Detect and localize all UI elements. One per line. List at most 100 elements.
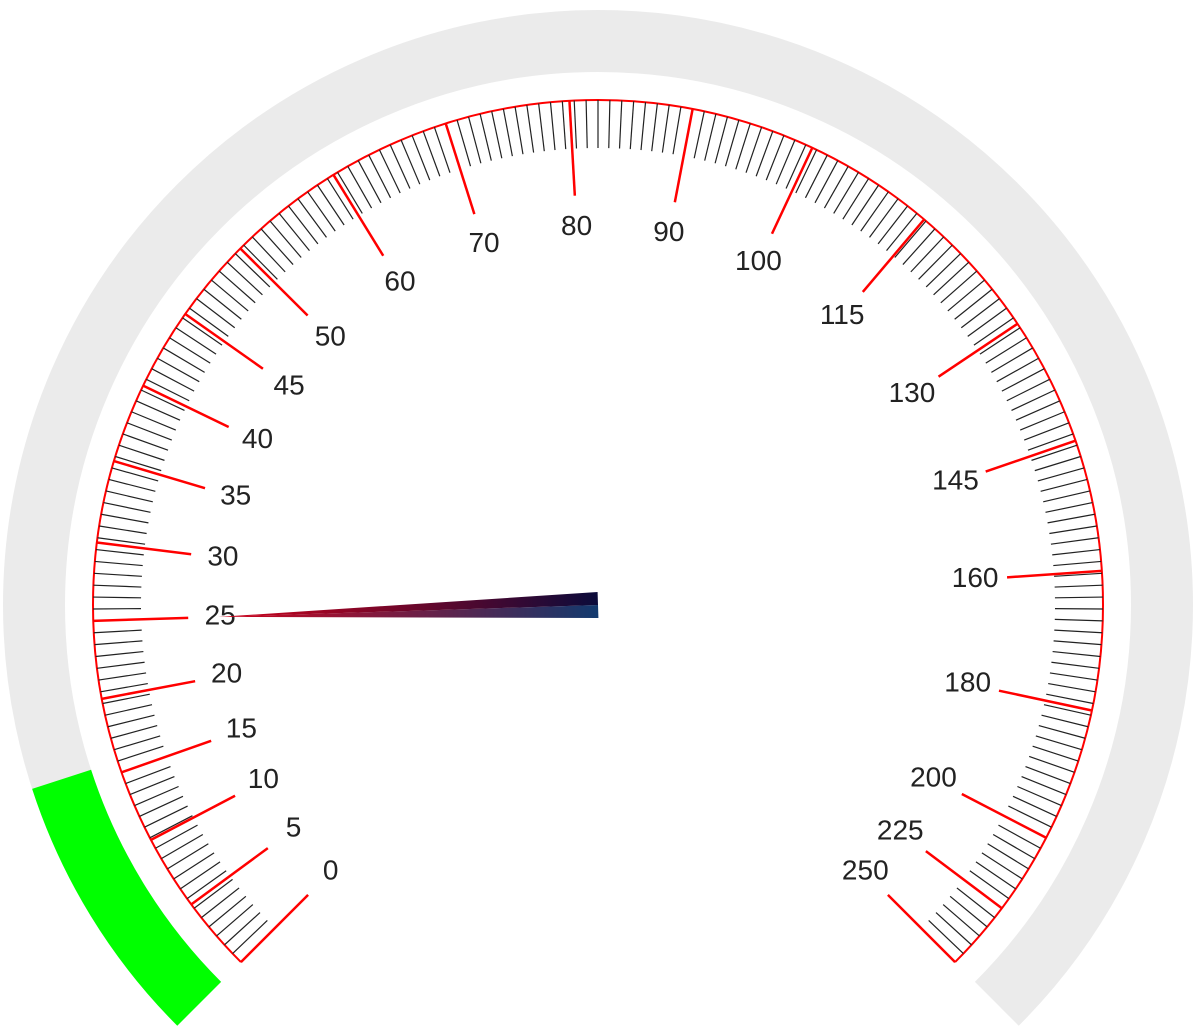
minor-tick	[163, 347, 205, 373]
major-tick	[568, 100, 577, 196]
minor-tick	[1051, 661, 1100, 669]
minor-tick	[975, 861, 1017, 890]
minor-tick	[269, 220, 302, 258]
minor-tick	[196, 298, 236, 329]
minor-tick	[1031, 444, 1078, 461]
minor-tick	[105, 490, 153, 503]
minor-tick	[526, 104, 535, 153]
minor-tick	[400, 139, 421, 185]
minor-tick	[193, 878, 233, 909]
minor-tick	[357, 160, 382, 204]
minor-tick	[134, 785, 179, 807]
minor-tick	[118, 444, 165, 461]
minor-tick	[111, 467, 159, 482]
minor-tick	[347, 166, 373, 209]
minor-tick	[795, 149, 818, 194]
minor-tick	[714, 116, 729, 164]
minor-tick	[704, 113, 717, 161]
tick-label: 250	[842, 855, 889, 886]
minor-tick	[956, 887, 995, 919]
minor-tick	[491, 111, 503, 159]
minor-tick	[103, 502, 151, 513]
minor-tick	[804, 154, 828, 199]
major-tick	[96, 541, 192, 556]
minor-tick	[1037, 467, 1085, 482]
minor-tick	[1050, 537, 1099, 545]
minor-tick	[105, 704, 153, 716]
major-tick	[961, 792, 1047, 839]
major-tick	[861, 218, 926, 293]
minor-tick	[288, 205, 319, 245]
tick-label: 130	[889, 377, 936, 408]
minor-tick	[998, 824, 1041, 849]
minor-tick	[1008, 805, 1052, 828]
minor-tick	[894, 220, 927, 258]
minor-tick	[987, 843, 1029, 870]
minor-tick	[98, 672, 147, 681]
minor-tick	[99, 525, 147, 535]
minor-tick	[467, 116, 482, 164]
minor-tick	[833, 172, 859, 214]
minor-tick	[101, 513, 149, 524]
minor-tick	[745, 127, 763, 173]
minor-tick	[996, 357, 1039, 383]
tick-label: 35	[220, 480, 251, 511]
minor-tick	[93, 572, 142, 577]
minor-tick	[942, 904, 980, 937]
tick-label: 180	[944, 666, 991, 697]
minor-tick	[179, 861, 221, 890]
minor-tick	[755, 131, 774, 177]
minor-tick	[389, 144, 411, 189]
minor-tick	[278, 212, 310, 251]
minor-tick	[182, 317, 223, 346]
minor-tick	[661, 104, 670, 153]
minor-tick	[211, 279, 249, 312]
major-tick	[142, 384, 230, 429]
minor-tick	[954, 288, 993, 320]
minor-tick	[1025, 765, 1071, 785]
minor-tick	[538, 103, 545, 152]
minor-tick	[135, 400, 181, 421]
minor-tick	[149, 815, 193, 839]
tick-label: 50	[315, 321, 346, 352]
minor-tick	[122, 433, 169, 451]
minor-tick	[1047, 513, 1095, 524]
tick-label: 70	[468, 227, 499, 258]
minor-tick	[1053, 560, 1102, 567]
minor-tick	[411, 135, 431, 181]
minor-tick	[94, 640, 143, 646]
minor-tick	[169, 337, 211, 364]
tick-label: 80	[561, 210, 592, 241]
minor-tick	[967, 307, 1007, 337]
minor-tick	[925, 253, 962, 288]
minor-tick	[1045, 502, 1093, 513]
minor-tick	[1043, 490, 1091, 503]
minor-tick	[1019, 411, 1065, 431]
minor-tick	[869, 198, 899, 238]
minor-tick	[886, 212, 918, 251]
minor-tick	[947, 279, 985, 312]
minor-tick	[991, 347, 1033, 373]
minor-tick	[337, 172, 363, 214]
minor-tick	[724, 119, 740, 167]
minor-tick	[1017, 785, 1062, 807]
minor-tick	[224, 912, 261, 946]
minor-tick	[1027, 433, 1074, 451]
minor-tick	[1054, 629, 1103, 634]
major-tick	[150, 794, 236, 842]
progress-arc	[32, 769, 222, 1026]
major-tick	[985, 439, 1076, 473]
minor-tick	[877, 205, 908, 245]
needle-lower-half	[218, 592, 598, 617]
minor-tick	[93, 584, 142, 588]
minor-tick	[114, 735, 161, 751]
major-tick	[937, 322, 1019, 378]
major-tick	[887, 894, 956, 963]
minor-tick	[216, 904, 254, 937]
minor-tick	[93, 596, 142, 599]
major-tick	[121, 739, 212, 774]
tick-label: 25	[205, 599, 236, 630]
minor-tick	[902, 228, 936, 265]
minor-tick	[992, 834, 1035, 860]
